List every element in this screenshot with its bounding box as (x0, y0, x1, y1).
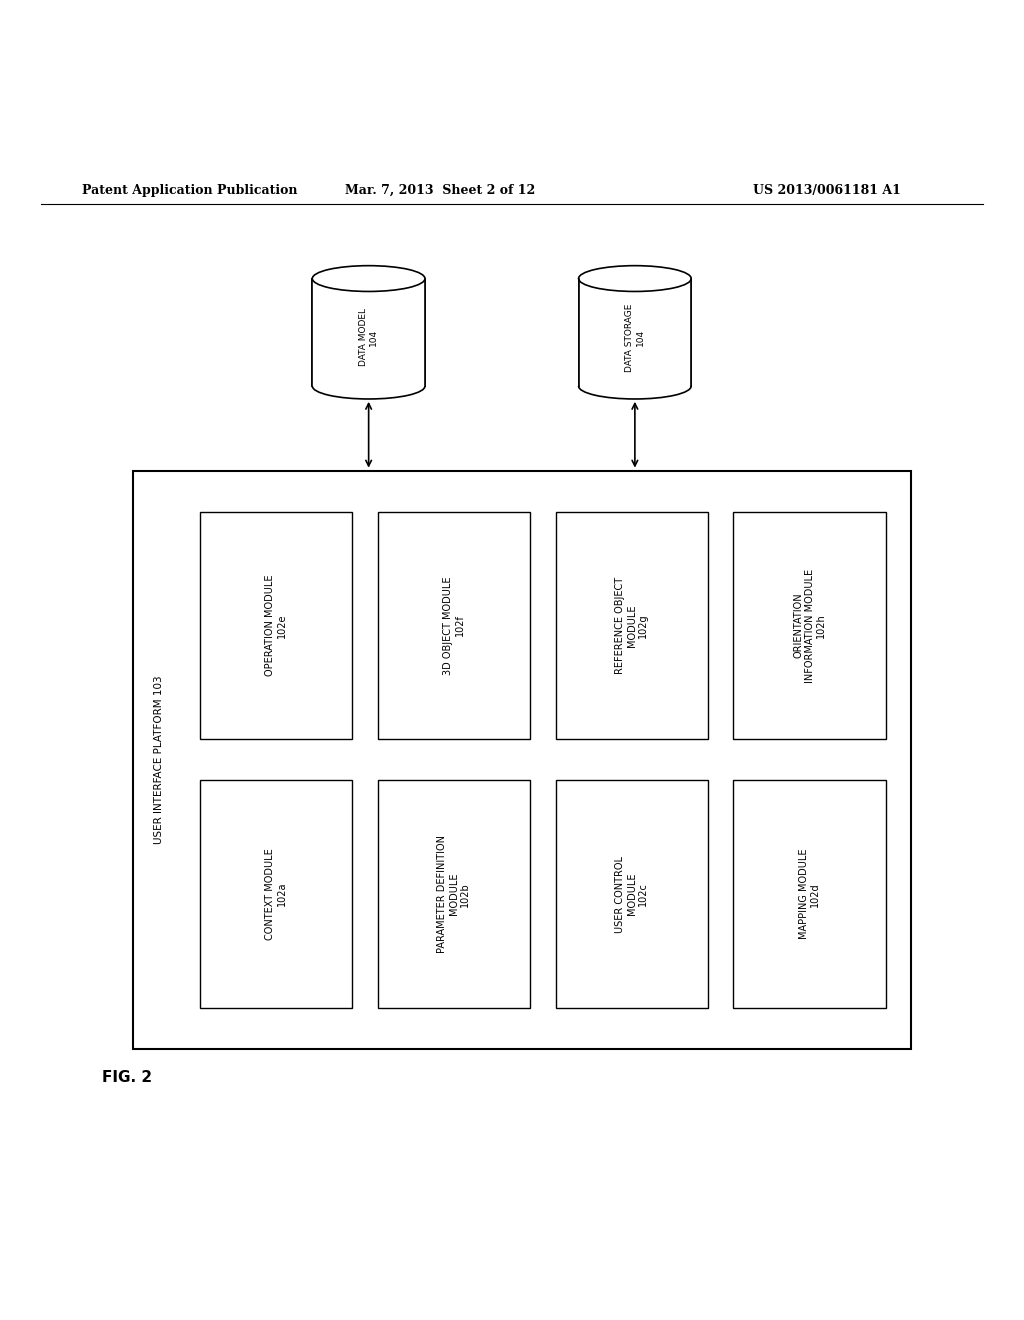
Text: US 2013/0061181 A1: US 2013/0061181 A1 (754, 183, 901, 197)
FancyBboxPatch shape (200, 780, 352, 1008)
Text: DATA STORAGE
104: DATA STORAGE 104 (626, 304, 644, 372)
Text: OPERATION MODULE
102e: OPERATION MODULE 102e (265, 574, 287, 676)
Text: USER INTERFACE PLATFORM 103: USER INTERFACE PLATFORM 103 (154, 676, 164, 845)
Text: REFERENCE OBJECT
MODULE
102g: REFERENCE OBJECT MODULE 102g (615, 577, 648, 675)
FancyBboxPatch shape (378, 512, 530, 739)
FancyBboxPatch shape (555, 512, 708, 739)
FancyBboxPatch shape (378, 780, 530, 1008)
FancyBboxPatch shape (733, 512, 886, 739)
FancyBboxPatch shape (555, 780, 708, 1008)
Text: FIG. 2: FIG. 2 (102, 1069, 153, 1085)
FancyBboxPatch shape (200, 512, 352, 739)
Text: ORIENTATION
INFORMATION MODULE
102h: ORIENTATION INFORMATION MODULE 102h (793, 569, 826, 682)
FancyBboxPatch shape (312, 279, 425, 385)
Text: Mar. 7, 2013  Sheet 2 of 12: Mar. 7, 2013 Sheet 2 of 12 (345, 183, 536, 197)
Ellipse shape (579, 265, 691, 292)
Text: MAPPING MODULE
102d: MAPPING MODULE 102d (799, 849, 820, 940)
Text: PARAMETER DEFINITION
MODULE
102b: PARAMETER DEFINITION MODULE 102b (437, 836, 470, 953)
Ellipse shape (312, 265, 425, 292)
Text: Patent Application Publication: Patent Application Publication (82, 183, 297, 197)
FancyBboxPatch shape (733, 780, 886, 1008)
Text: DATA MODEL
104: DATA MODEL 104 (359, 309, 378, 367)
Text: 3D OBJECT MODULE
102f: 3D OBJECT MODULE 102f (443, 577, 465, 675)
Text: CONTEXT MODULE
102a: CONTEXT MODULE 102a (265, 849, 287, 940)
FancyBboxPatch shape (133, 470, 911, 1049)
FancyBboxPatch shape (579, 279, 691, 385)
Text: USER CONTROL
MODULE
102c: USER CONTROL MODULE 102c (615, 855, 648, 933)
